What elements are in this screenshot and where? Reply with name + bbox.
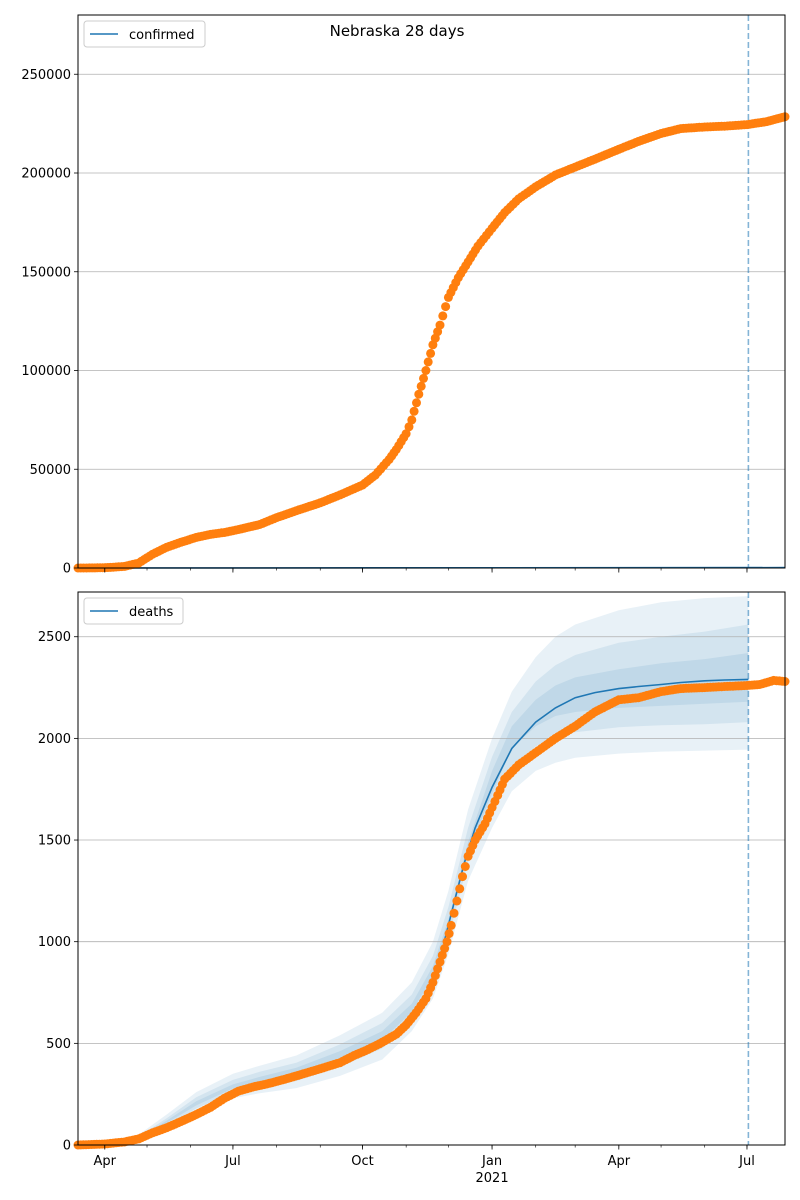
observed-point	[430, 971, 440, 981]
observed-point	[460, 862, 470, 871]
uncertainty-band-middle	[138, 624, 749, 1140]
observed-point	[401, 429, 411, 439]
observed-point	[423, 357, 433, 367]
observed-point	[414, 389, 424, 399]
y-tick-label: 2000	[38, 732, 71, 747]
panel-confirmed-series	[73, 15, 790, 573]
observed-point	[458, 872, 467, 882]
y-tick-label: 100000	[21, 364, 71, 379]
x-tick-label: Oct	[351, 1154, 373, 1169]
observed-point	[442, 937, 452, 947]
observed-point	[438, 311, 448, 321]
x-tick-label: Jul	[738, 1154, 755, 1169]
y-tick-label: 250000	[21, 68, 71, 83]
panel-deaths-series	[73, 592, 790, 1150]
observed-point	[441, 302, 451, 312]
x-tick-label: Jan	[481, 1154, 502, 1169]
panel-deaths-x-axis: Apr Jul Oct Jan Apr Jul 2021	[94, 1145, 755, 1186]
observed-point	[409, 406, 419, 416]
legend-box	[83, 20, 206, 48]
panel-deaths-gridlines	[78, 636, 785, 1044]
observed-point	[435, 957, 445, 967]
panel-confirmed-y-axis: 0 50000 100000 150000 200000 250000	[21, 68, 78, 577]
panel-deaths-uncertainty-bands	[138, 596, 749, 1141]
panel-confirmed: 0 50000 100000 150000 200000 250000 confirmed…	[21, 14, 790, 577]
x-tick-label: Apr	[608, 1154, 631, 1169]
panel-confirmed-gridlines	[78, 73, 785, 470]
y-tick-label: 500	[46, 1037, 71, 1052]
observed-point	[407, 415, 417, 425]
observed-point	[426, 348, 436, 358]
y-tick-label: 1500	[38, 834, 71, 849]
legend-box	[83, 597, 184, 625]
y-tick-label: 50000	[30, 463, 71, 478]
panel-confirmed-frame	[77, 14, 786, 569]
legend-label-deaths: deaths	[129, 605, 174, 620]
y-tick-label: 0	[63, 562, 71, 577]
y-tick-label: 1000	[38, 935, 71, 950]
uncertainty-band-outer	[138, 596, 749, 1141]
observed-point	[444, 929, 454, 939]
panel-deaths-legend: deaths	[83, 597, 184, 625]
y-tick-label: 150000	[21, 265, 71, 280]
observed-point	[416, 381, 426, 391]
observed-point	[428, 977, 438, 987]
panel-deaths-frame	[77, 591, 786, 1146]
panel-deaths: 0 500 1000 1500 2000 2500 Apr Jul Oct Jan Apr Jul 2…	[38, 591, 790, 1186]
panel-confirmed-legend: confirmed	[83, 20, 206, 48]
panel-confirmed-x-axis	[104, 568, 748, 573]
legend-label-confirmed: confirmed	[129, 28, 195, 43]
x-tick-label: Apr	[94, 1154, 117, 1169]
y-tick-label: 200000	[21, 167, 71, 182]
observed-point	[404, 422, 414, 432]
y-tick-label: 0	[63, 1139, 71, 1154]
observed-point	[421, 366, 431, 375]
observed-point	[412, 398, 421, 408]
observed-point	[419, 373, 428, 383]
panel-deaths-y-axis: 0 500 1000 1500 2000 2500	[38, 630, 78, 1154]
observed-point	[433, 964, 443, 974]
observed-point	[449, 908, 459, 918]
chart-title: Nebraska 28 days	[330, 22, 465, 40]
x-tick-label: Jul	[224, 1154, 241, 1169]
observed-point	[452, 896, 462, 906]
uncertainty-band-inner	[138, 653, 749, 1139]
observed-point	[435, 320, 445, 330]
observed-point	[455, 884, 465, 894]
observed-point	[440, 944, 450, 953]
x-tick-year-label: 2021	[476, 1171, 509, 1186]
observed-point	[446, 920, 456, 930]
y-tick-label: 2500	[38, 630, 71, 645]
